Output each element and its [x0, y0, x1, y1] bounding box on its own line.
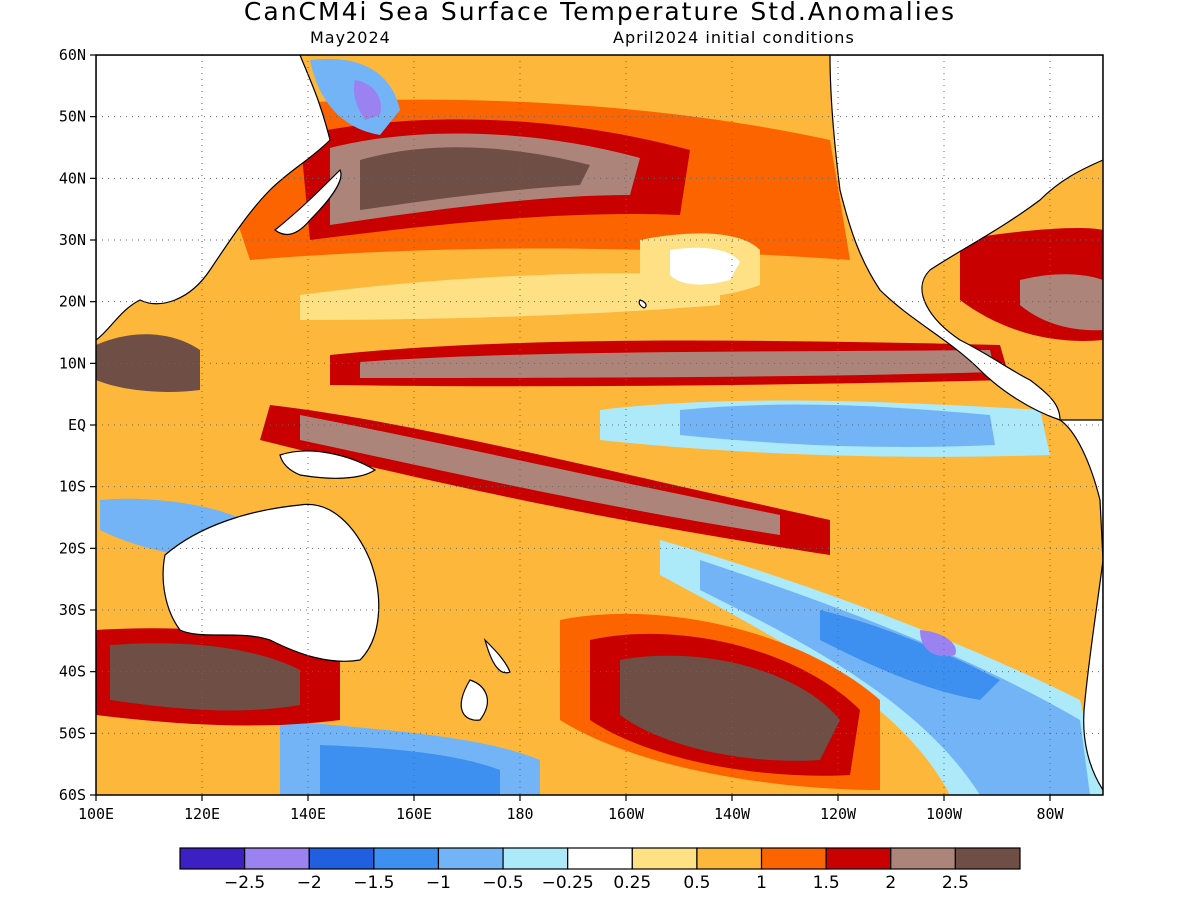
colorbar-tick-label: −0.5: [482, 873, 523, 893]
lon-tick-label: 120W: [820, 805, 857, 823]
colorbar-tick-label: −1: [426, 873, 451, 893]
colorbar-swatch: [890, 847, 956, 870]
colorbar-tick-label: 2.5: [942, 873, 969, 893]
axes: 60N50N40N30N20N10NEQ10S20S30S40S50S60S10…: [59, 46, 1065, 823]
colorbar-swatch: [244, 847, 310, 870]
lat-tick-label: 30S: [59, 601, 86, 619]
lon-tick-label: 140E: [290, 805, 326, 823]
asia: [96, 55, 331, 341]
lat-tick-label: 10S: [59, 478, 86, 496]
initial-conditions: April2024 initial conditions: [613, 28, 855, 47]
lon-tick-label: 180: [506, 805, 533, 823]
new-guinea: [279, 450, 377, 479]
lat-tick-label: 40S: [59, 663, 86, 681]
north-america: [829, 55, 1103, 421]
colorbar-tick-label: 2: [885, 873, 896, 893]
figure-title: CanCM4i Sea Surface Temperature Std.Anom…: [243, 0, 957, 26]
hawaii: [638, 299, 647, 309]
lon-tick-label: 160E: [396, 805, 432, 823]
colorbar-swatch: [567, 847, 633, 870]
forecast-month: May2024: [310, 28, 391, 47]
new-zealand-south: [460, 679, 488, 721]
colorbar-tick-label: 1.5: [813, 873, 840, 893]
colorbar-swatch: [825, 847, 892, 870]
colorbar-swatch: [308, 847, 375, 870]
colorbar-swatch: [179, 847, 246, 870]
colorbar-tick-label: −1.5: [353, 873, 394, 893]
lat-tick-label: 30N: [59, 231, 86, 249]
colorbar-swatch: [373, 847, 440, 870]
lat-tick-label: EQ: [68, 416, 86, 434]
lat-tick-label: 50N: [59, 108, 86, 126]
south-america: [1058, 419, 1103, 792]
colorbar-tick-label: −2: [297, 873, 322, 893]
lat-tick-label: 60N: [59, 46, 86, 64]
lat-tick-label: 50S: [59, 724, 86, 742]
lat-tick-label: 40N: [59, 169, 86, 187]
colorbar-swatch: [954, 847, 1021, 870]
colorbar-swatch: [696, 847, 763, 870]
lat-tick-label: 10N: [59, 354, 86, 372]
japan: [274, 168, 342, 235]
lon-tick-label: 80W: [1036, 805, 1064, 823]
lon-tick-label: 140W: [714, 805, 751, 823]
colorbar-tick-label: 0.25: [613, 873, 651, 893]
colorbar-tick-label: 0.5: [683, 873, 710, 893]
colorbar-swatch: [760, 847, 827, 870]
lat-tick-label: 20S: [59, 539, 86, 557]
lat-tick-label: 60S: [59, 786, 86, 804]
colorbar-tick-label: 1: [756, 873, 767, 893]
lon-tick-label: 120E: [184, 805, 220, 823]
colorbar-swatch: [437, 847, 504, 870]
colorbar-swatch: [502, 847, 569, 870]
australia: [162, 503, 380, 662]
colorbar-tick-label: −2.5: [224, 873, 265, 893]
lat-tick-label: 20N: [59, 293, 86, 311]
lon-tick-label: 100E: [78, 805, 114, 823]
colorbar: −2.5 −2 −1.5 −1 −0.5 −0.25 0.25 0.5 1 1.5 2 2.5: [179, 847, 1021, 893]
coastlines: [96, 55, 1103, 792]
lon-tick-label: 100W: [926, 805, 963, 823]
lon-tick-label: 160W: [608, 805, 645, 823]
colorbar-tick-label: −0.25: [542, 873, 594, 893]
colorbar-swatch: [631, 847, 698, 870]
